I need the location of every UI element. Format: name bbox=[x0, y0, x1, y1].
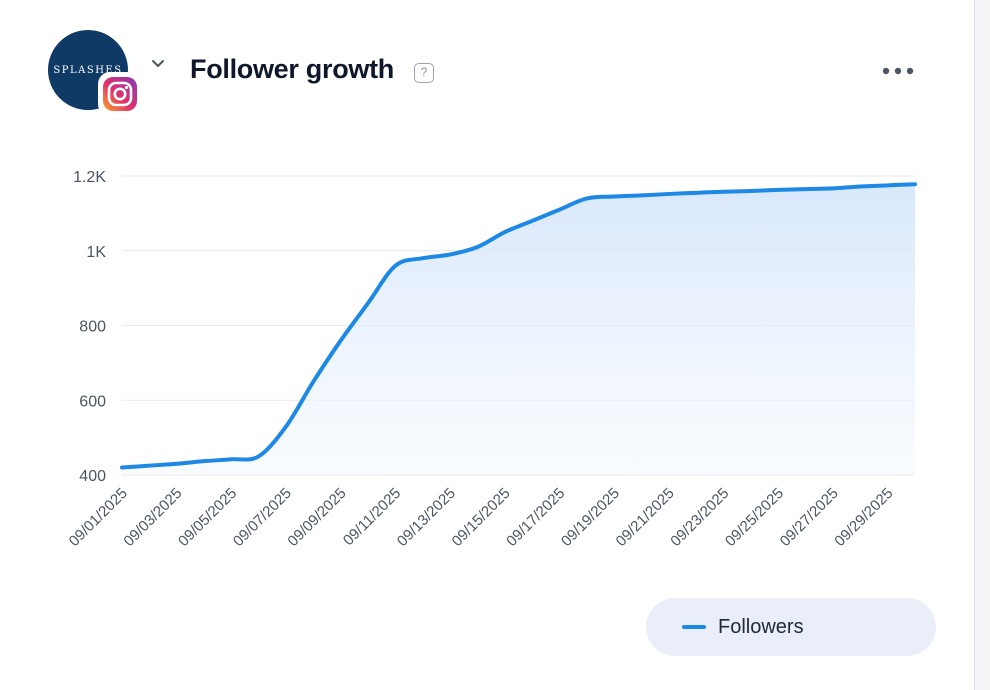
x-tick-label: 09/25/2025 bbox=[722, 485, 787, 550]
data-point-09/29/2025[interactable] bbox=[882, 179, 894, 191]
data-point-09/11/2025[interactable] bbox=[389, 260, 401, 272]
data-point-09/08/2025[interactable] bbox=[307, 376, 319, 388]
data-point-09/07/2025[interactable] bbox=[280, 420, 292, 432]
data-point-09/21/2025[interactable] bbox=[663, 188, 675, 200]
data-point-09/05/2025[interactable] bbox=[225, 453, 237, 465]
data-point-09/03/2025[interactable] bbox=[171, 458, 183, 470]
data-point-09/18/2025[interactable] bbox=[581, 192, 593, 204]
data-point-09/27/2025[interactable] bbox=[827, 182, 839, 194]
y-tick-label: 400 bbox=[79, 468, 106, 485]
x-tick-label: 09/29/2025 bbox=[831, 485, 896, 550]
data-point-09/26/2025[interactable] bbox=[800, 183, 812, 195]
data-point-09/04/2025[interactable] bbox=[198, 455, 210, 467]
x-tick-label: 09/27/2025 bbox=[777, 485, 842, 550]
avatar-logo-text: SPLASHES bbox=[53, 64, 123, 76]
legend-swatch-followers bbox=[682, 625, 706, 629]
chart-legend[interactable]: Followers bbox=[646, 598, 936, 656]
instagram-icon bbox=[100, 74, 140, 114]
data-point-09/25/2025[interactable] bbox=[772, 184, 784, 196]
followers-line[interactable] bbox=[120, 182, 917, 470]
chevron-down-icon[interactable] bbox=[148, 54, 168, 74]
help-icon[interactable]: ? bbox=[414, 63, 434, 83]
data-point-09/06/2025[interactable] bbox=[253, 450, 265, 462]
y-tick-label: 1.2K bbox=[73, 169, 106, 186]
x-tick-label: 09/05/2025 bbox=[175, 485, 240, 550]
x-tick-label: 09/19/2025 bbox=[558, 485, 623, 550]
data-point-09/02/2025[interactable] bbox=[143, 460, 155, 472]
data-point-09/19/2025[interactable] bbox=[608, 191, 620, 203]
x-tick-label: 09/09/2025 bbox=[284, 485, 349, 550]
chart-title: Follower growth bbox=[190, 54, 394, 84]
data-point-09/10/2025[interactable] bbox=[362, 297, 374, 309]
data-point-09/09/2025[interactable] bbox=[335, 334, 347, 346]
data-point-09/13/2025[interactable] bbox=[444, 248, 456, 260]
legend-label-followers: Followers bbox=[718, 615, 804, 638]
more-horizontal-icon[interactable] bbox=[880, 64, 916, 78]
scrollbar-edge bbox=[974, 0, 990, 690]
data-point-09/14/2025[interactable] bbox=[471, 241, 483, 253]
y-tick-label: 600 bbox=[79, 393, 106, 410]
data-point-09/30/2025[interactable] bbox=[909, 178, 921, 190]
x-tick-label: 09/03/2025 bbox=[120, 485, 185, 550]
followers-area bbox=[122, 184, 915, 475]
data-point-09/17/2025[interactable] bbox=[554, 204, 566, 216]
x-tick-label: 09/07/2025 bbox=[230, 485, 295, 550]
data-point-09/24/2025[interactable] bbox=[745, 185, 757, 197]
data-point-09/01/2025[interactable] bbox=[116, 462, 128, 474]
x-tick-label: 09/17/2025 bbox=[503, 485, 568, 550]
y-tick-label: 800 bbox=[79, 319, 106, 336]
data-point-09/22/2025[interactable] bbox=[690, 187, 702, 199]
data-point-09/28/2025[interactable] bbox=[854, 180, 866, 192]
x-tick-label: 09/21/2025 bbox=[613, 485, 678, 550]
data-point-09/12/2025[interactable] bbox=[417, 252, 429, 264]
x-tick-label: 09/15/2025 bbox=[449, 485, 514, 550]
data-point-09/16/2025[interactable] bbox=[526, 215, 538, 227]
x-tick-label: 09/23/2025 bbox=[667, 485, 732, 550]
data-point-09/20/2025[interactable] bbox=[636, 189, 648, 201]
chart-header: SPLASHES Follower growth ? bbox=[48, 30, 928, 120]
x-tick-label: 09/01/2025 bbox=[66, 485, 131, 550]
y-tick-label: 1K bbox=[86, 244, 106, 261]
data-point-09/15/2025[interactable] bbox=[499, 226, 511, 238]
data-point-09/23/2025[interactable] bbox=[718, 186, 730, 198]
x-tick-label: 09/13/2025 bbox=[394, 485, 459, 550]
